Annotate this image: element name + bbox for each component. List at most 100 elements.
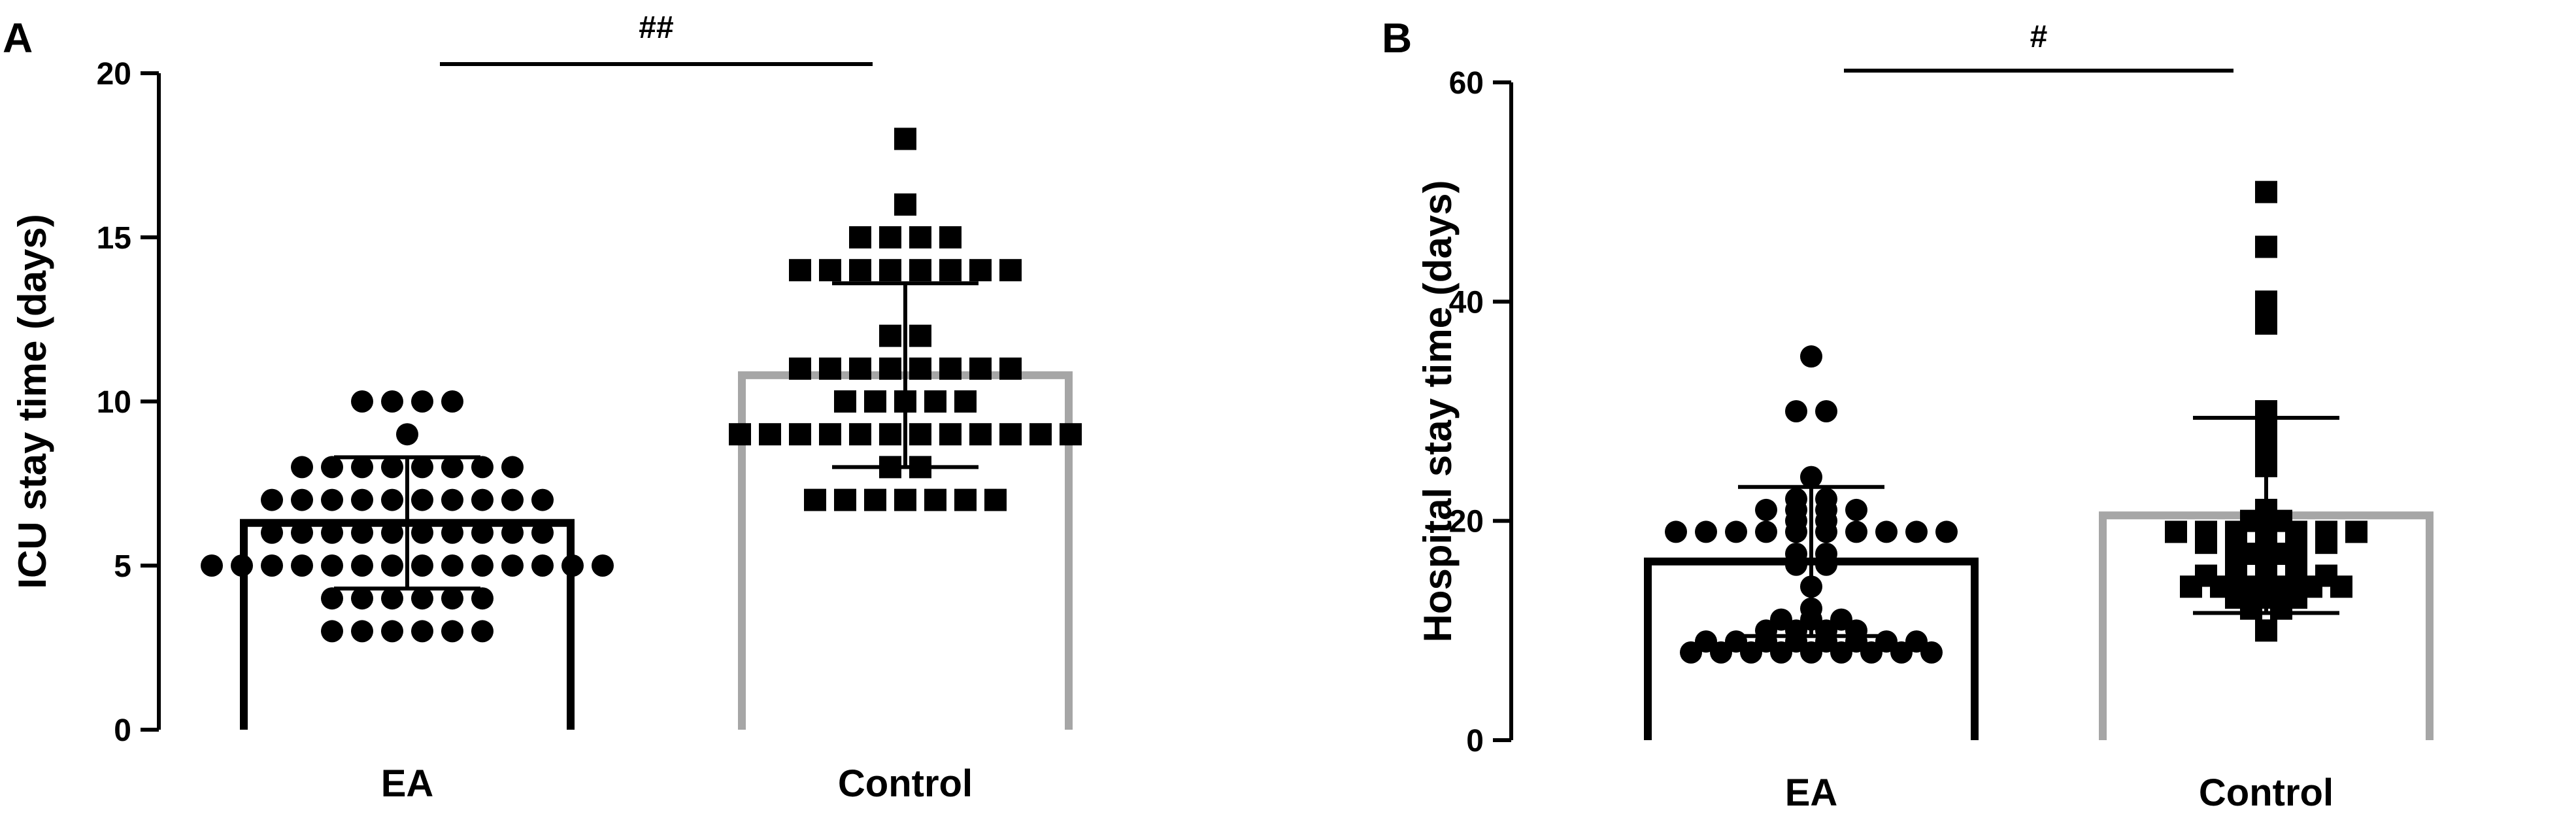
data-point	[849, 423, 871, 446]
data-point	[561, 554, 584, 577]
data-point	[321, 587, 343, 610]
data-point	[441, 554, 463, 577]
data-point	[894, 488, 916, 511]
data-point	[909, 259, 931, 282]
data-point	[2315, 564, 2337, 587]
data-point	[381, 554, 403, 577]
data-point	[1875, 630, 1898, 653]
y-tick-label: 0	[1466, 724, 1484, 758]
data-point	[411, 620, 433, 643]
data-point	[501, 456, 524, 479]
data-point	[1935, 520, 1958, 543]
y-axis-title: ICU stay time (days)	[10, 214, 54, 589]
data-point	[441, 620, 463, 643]
data-point	[261, 521, 283, 544]
data-point	[351, 456, 373, 479]
data-point	[1665, 520, 1687, 543]
data-point	[1800, 466, 1822, 488]
data-point	[396, 423, 418, 446]
data-point	[1029, 423, 1052, 446]
data-point	[1725, 520, 1747, 543]
data-point	[351, 587, 373, 610]
data-point	[909, 423, 931, 446]
data-point	[441, 390, 463, 413]
data-point	[321, 488, 343, 511]
data-point	[894, 193, 916, 216]
data-point	[1830, 608, 1852, 631]
data-point	[321, 554, 343, 577]
data-point	[1695, 520, 1717, 543]
data-point	[1845, 498, 1867, 521]
data-point	[939, 259, 962, 282]
data-point	[804, 488, 826, 511]
data-point	[291, 456, 313, 479]
panel-a-chart: 0 5 10 15 20 ICU stay time (days) EA Control ##	[10, 10, 1082, 805]
panel-a-letter: A	[3, 14, 33, 61]
data-point	[501, 554, 524, 577]
data-point	[351, 488, 373, 511]
data-point	[789, 423, 811, 446]
data-point	[969, 259, 992, 282]
x-category-label: EA	[381, 762, 434, 805]
data-point	[381, 488, 403, 511]
data-point	[381, 587, 403, 610]
data-point	[1785, 400, 1807, 422]
data-point	[879, 357, 901, 380]
data-point	[291, 521, 313, 544]
data-point	[909, 324, 931, 347]
data-point	[2255, 180, 2277, 203]
data-point	[849, 226, 871, 248]
data-point	[411, 390, 433, 413]
data-point	[381, 521, 403, 544]
data-point	[471, 456, 493, 479]
data-point	[984, 488, 1007, 511]
data-point	[411, 587, 433, 610]
data-point	[1815, 542, 1837, 565]
y-tick-label: 15	[97, 221, 131, 256]
data-point	[291, 554, 313, 577]
data-point	[909, 357, 931, 380]
data-point	[592, 554, 614, 577]
panel-b-chart: 0 20 40 60 Hospital stay time (days) EA Contro…	[1416, 20, 2434, 814]
data-point	[969, 357, 992, 380]
y-tick-label: 40	[1449, 285, 1484, 320]
data-point	[1875, 520, 1898, 543]
significance-marker: #	[2030, 20, 2048, 54]
data-point	[441, 587, 463, 610]
data-point	[834, 488, 856, 511]
data-point	[2255, 235, 2277, 258]
data-point	[939, 226, 962, 248]
data-point	[321, 456, 343, 479]
data-point	[471, 620, 493, 643]
data-point	[351, 554, 373, 577]
data-point	[2255, 312, 2277, 335]
data-point	[849, 259, 871, 282]
data-point	[1845, 520, 1867, 543]
data-point	[1815, 400, 1837, 422]
data-point	[2345, 520, 2367, 543]
data-point	[411, 488, 433, 511]
data-point	[1785, 488, 1807, 511]
data-point	[924, 390, 946, 413]
data-point	[1905, 630, 1928, 653]
data-point	[1060, 423, 1082, 446]
data-point	[441, 456, 463, 479]
y-tick-label: 20	[1449, 505, 1484, 539]
data-point	[2315, 520, 2337, 543]
data-point	[351, 521, 373, 544]
data-point	[789, 357, 811, 380]
data-point	[351, 390, 373, 413]
panel-b-letter: B	[1382, 14, 1412, 61]
data-point	[2195, 564, 2217, 587]
data-point	[879, 324, 901, 347]
data-point	[999, 423, 1022, 446]
data-point	[411, 554, 433, 577]
data-point	[924, 488, 946, 511]
data-point	[999, 357, 1022, 380]
data-point	[2195, 520, 2217, 543]
data-point	[759, 423, 781, 446]
data-point	[729, 423, 751, 446]
data-point	[879, 226, 901, 248]
data-point	[411, 521, 433, 544]
